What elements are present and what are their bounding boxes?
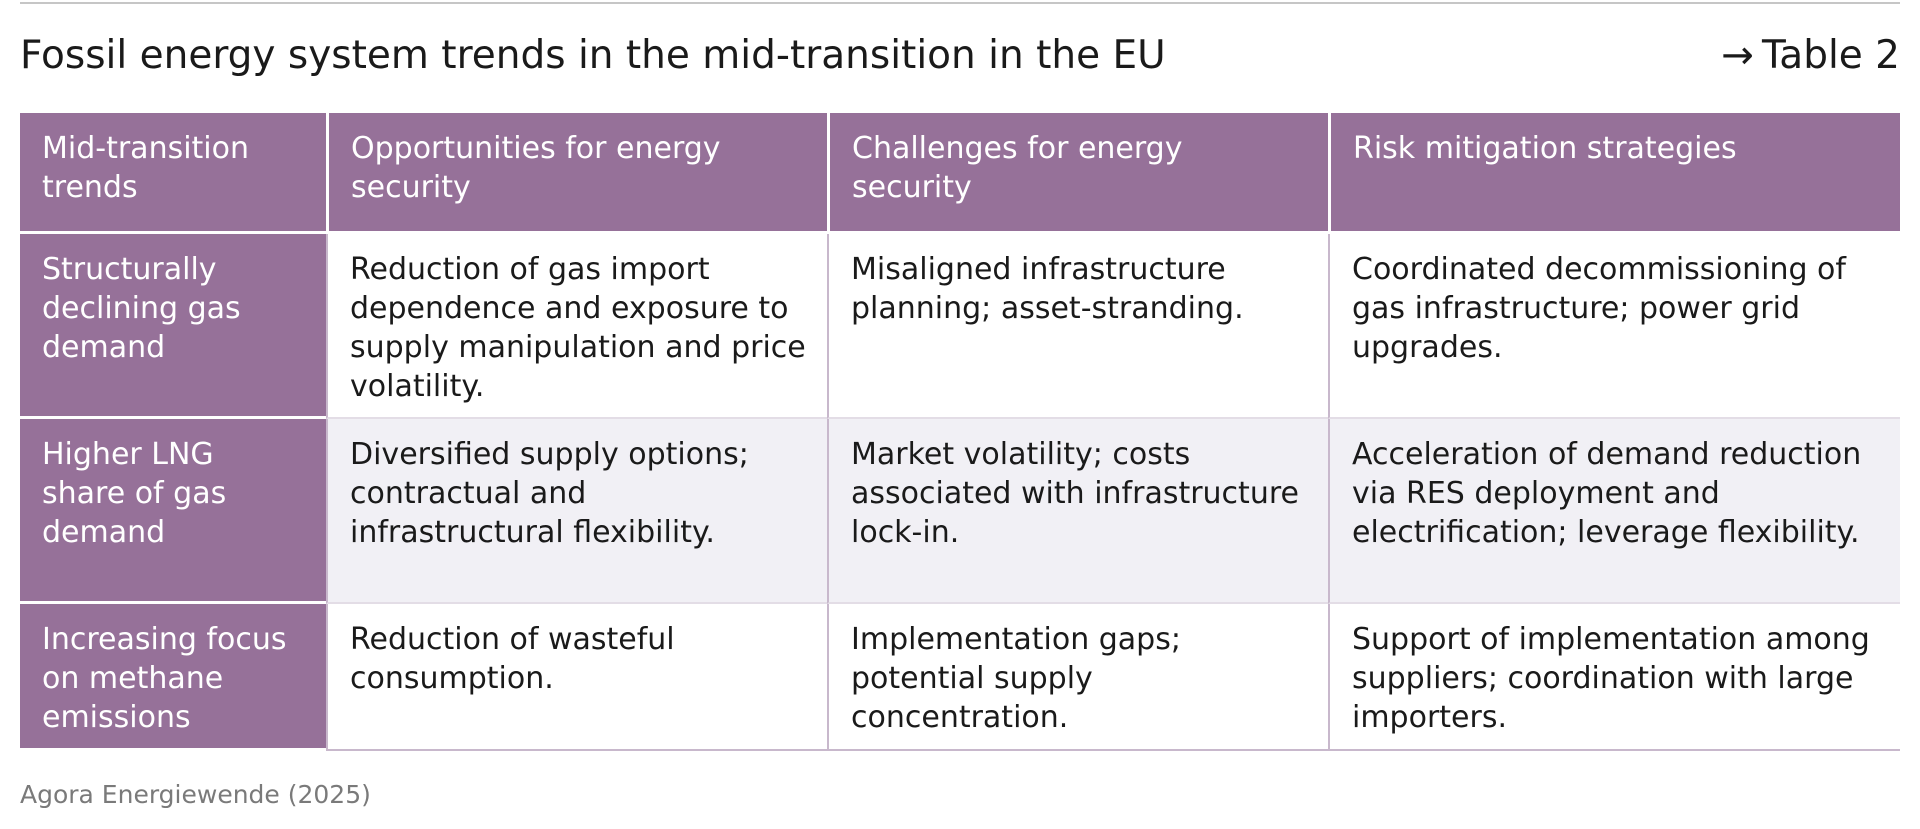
header-opportunities: Opportunities for energy security bbox=[326, 113, 827, 234]
strategies-cell: Acceleration of demand reduction via RES… bbox=[1328, 419, 1900, 604]
energy-trends-table: Mid-transition trends Opportunities for … bbox=[20, 113, 1900, 751]
header-strategies: Risk mitigation strategies bbox=[1328, 113, 1900, 234]
table-row: Structurally declining gas demand Reduct… bbox=[20, 234, 1900, 419]
challenges-cell: Implementation gaps; potential supply co… bbox=[827, 604, 1328, 751]
table-row: Increasing focus on methane emissions Re… bbox=[20, 604, 1900, 751]
trend-cell: Structurally declining gas demand bbox=[20, 234, 326, 419]
arrow-right-icon: → bbox=[1721, 33, 1754, 78]
trend-cell: Higher LNG share of gas demand bbox=[20, 419, 326, 604]
opportunities-cell: Diversified supply options; contractual … bbox=[326, 419, 827, 604]
table-title: Fossil energy system trends in the mid-t… bbox=[20, 33, 1166, 78]
table-header-row: Mid-transition trends Opportunities for … bbox=[20, 113, 1900, 234]
title-row: Fossil energy system trends in the mid-t… bbox=[20, 28, 1900, 84]
table-row: Higher LNG share of gas demand Diversifi… bbox=[20, 419, 1900, 604]
opportunities-cell: Reduction of wasteful consumption. bbox=[326, 604, 827, 751]
trend-cell: Increasing focus on methane emissions bbox=[20, 604, 326, 751]
strategies-cell: Coordinated decommissioning of gas infra… bbox=[1328, 234, 1900, 419]
challenges-cell: Market volatility; costs associated with… bbox=[827, 419, 1328, 604]
table-reference-label: Table 2 bbox=[1761, 33, 1900, 78]
top-divider bbox=[20, 2, 1900, 4]
header-challenges: Challenges for energy security bbox=[827, 113, 1328, 234]
opportunities-cell: Reduction of gas import dependence and e… bbox=[326, 234, 827, 419]
header-trends: Mid-transition trends bbox=[20, 113, 326, 234]
challenges-cell: Misaligned infrastructure planning; asse… bbox=[827, 234, 1328, 419]
table-reference: → Table 2 bbox=[1721, 28, 1900, 84]
strategies-cell: Support of implementation among supplier… bbox=[1328, 604, 1900, 751]
source-note: Agora Energiewende (2025) bbox=[20, 780, 371, 809]
